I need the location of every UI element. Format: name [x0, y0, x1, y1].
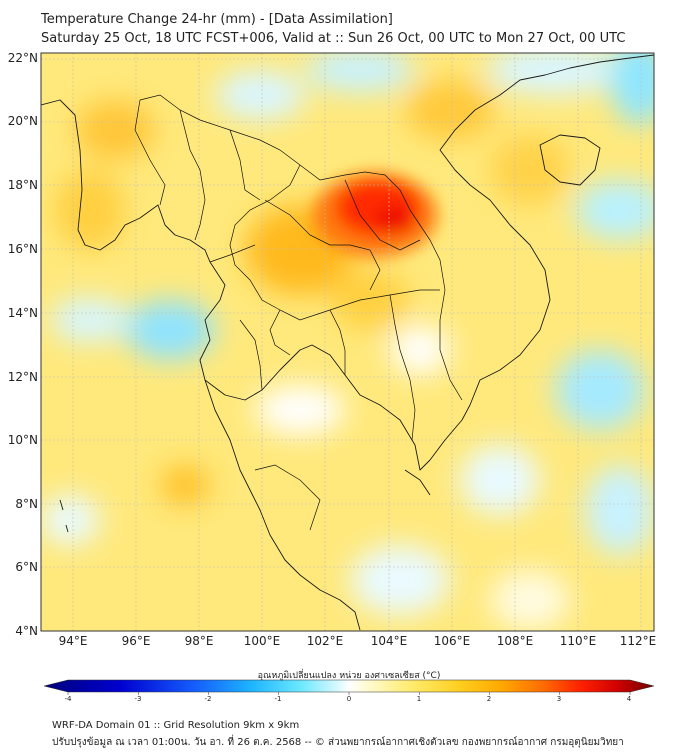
temperature-field	[41, 53, 654, 631]
lon-label: 98°E	[184, 634, 214, 648]
credit-line: ปรับปรุงข้อมูล ณ เวลา 01:00น. วัน อา. ที…	[52, 737, 624, 748]
colorbar-tick-label: 1	[416, 695, 422, 703]
lat-label: 10°N	[7, 433, 38, 447]
lat-label: 22°N	[7, 51, 38, 65]
lat-label: 12°N	[7, 370, 38, 384]
colorbar-tick-label: 0	[346, 695, 352, 703]
colorbar-tick-label: -4	[64, 695, 72, 703]
colorbar-tick-label: -2	[204, 695, 212, 703]
lat-label: 20°N	[7, 114, 38, 128]
colorbar-tick-label: 3	[556, 695, 562, 703]
lon-label: 102°E	[306, 634, 344, 648]
lat-label: 6°N	[15, 560, 38, 574]
colorbar-tick-label: 2	[486, 695, 492, 703]
lat-label: 14°N	[7, 306, 38, 320]
lon-label: 106°E	[433, 634, 471, 648]
lat-label: 16°N	[7, 242, 38, 256]
lon-label: 94°E	[58, 634, 88, 648]
lat-label: 4°N	[15, 624, 38, 638]
map-subtitle: Saturday 25 Oct, 18 UTC FCST+006, Valid …	[41, 31, 626, 46]
lat-label: 18°N	[7, 178, 38, 192]
lon-label: 108°E	[496, 634, 534, 648]
lon-label: 96°E	[121, 634, 151, 648]
coastlines	[41, 54, 654, 631]
colorbar-title: อุณหภูมิเปลี่ยนแปลง หน่วย องศาเซลเซียส (…	[257, 671, 441, 681]
boundaries	[134, 94, 463, 531]
lon-label: 104°E	[370, 634, 408, 648]
lon-label: 110°E	[559, 634, 597, 648]
lat-label: 8°N	[15, 497, 38, 511]
lon-label: 112°E	[619, 634, 657, 648]
colorbar-tick-label: 4	[626, 695, 632, 703]
lon-label: 100°E	[243, 634, 281, 648]
model-info: WRF-DA Domain 01 :: Grid Resolution 9km …	[52, 720, 300, 731]
colorbar-tick-label: -1	[274, 695, 282, 703]
graticule	[41, 53, 654, 631]
colorbar	[43, 679, 655, 695]
colorbar-tick-label: -3	[134, 695, 142, 703]
map-title: Temperature Change 24-hr (mm) - [Data As…	[41, 12, 393, 27]
plot-frame	[40, 52, 655, 632]
